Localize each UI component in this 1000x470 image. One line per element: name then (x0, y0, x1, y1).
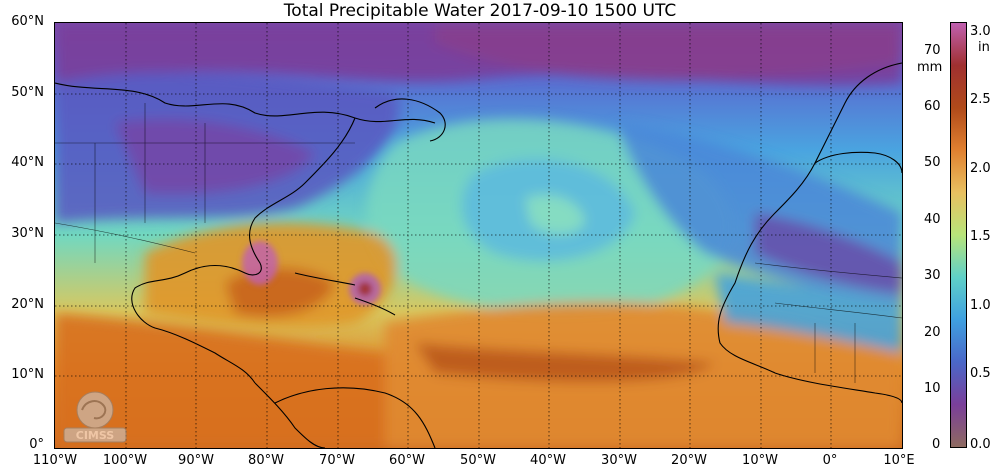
colorbar-mm-tick: 50 (924, 155, 941, 170)
cimss-logo-text: CIMSS (76, 429, 115, 442)
lat-label: 20°N (11, 297, 44, 312)
colorbar-mm-unit: mm (917, 60, 943, 75)
colorbar-in-tick: 2.0 (970, 161, 991, 176)
graticule (55, 23, 902, 448)
colorbar-mm-tick: 70 (924, 43, 941, 58)
lat-label: 50°N (11, 85, 44, 100)
lat-label: 10°N (11, 367, 44, 382)
lon-label: 110°W (32, 453, 78, 468)
lon-label: 10°W (742, 453, 778, 468)
lat-label: 40°N (11, 155, 44, 170)
colorbar-mm-tick: 40 (924, 212, 941, 227)
cimss-logo: CIMSS (63, 391, 127, 443)
lon-label: 20°W (671, 453, 707, 468)
lon-label: 80°W (248, 453, 284, 468)
map-panel (54, 22, 903, 449)
colorbar-in-tick: 2.5 (970, 92, 991, 107)
lat-label: 60°N (11, 14, 44, 29)
storm-features (242, 241, 381, 305)
colorbar-in-tick: 0.5 (970, 366, 991, 381)
precipitable-water-map (55, 23, 902, 448)
colorbar-mm-tick: 10 (924, 381, 941, 396)
colorbar-in-tick: 0.0 (970, 437, 991, 452)
colorbar-mm-tick: 0 (932, 437, 941, 452)
colorbar-mm-tick: 20 (924, 325, 941, 340)
lat-label: 0° (29, 437, 44, 452)
lon-label: 30°W (601, 453, 637, 468)
lon-label: 70°W (319, 453, 355, 468)
moisture-fields (55, 23, 902, 448)
colorbar-in-tick: 1.5 (970, 229, 991, 244)
lon-label: 40°W (530, 453, 566, 468)
colorbar-mm-tick: 30 (924, 268, 941, 283)
lon-label: 60°W (389, 453, 425, 468)
colorbar (950, 22, 967, 448)
political-borders (55, 103, 902, 383)
lon-label: 0° (822, 453, 838, 468)
colorbar-mm-tick: 60 (924, 99, 941, 114)
colorbar-in-unit: in (978, 40, 990, 55)
lat-label: 30°N (11, 226, 44, 241)
colorbar-in-tick: 1.0 (970, 298, 991, 313)
lon-label: 100°W (102, 453, 148, 468)
lon-label: 10°E (883, 453, 915, 468)
map-title: Total Precipitable Water 2017-09-10 1500… (283, 1, 677, 21)
coastlines (55, 62, 902, 448)
lon-label: 50°W (460, 453, 496, 468)
colorbar-in-tick: 3.0 (970, 24, 991, 39)
lon-label: 90°W (178, 453, 214, 468)
